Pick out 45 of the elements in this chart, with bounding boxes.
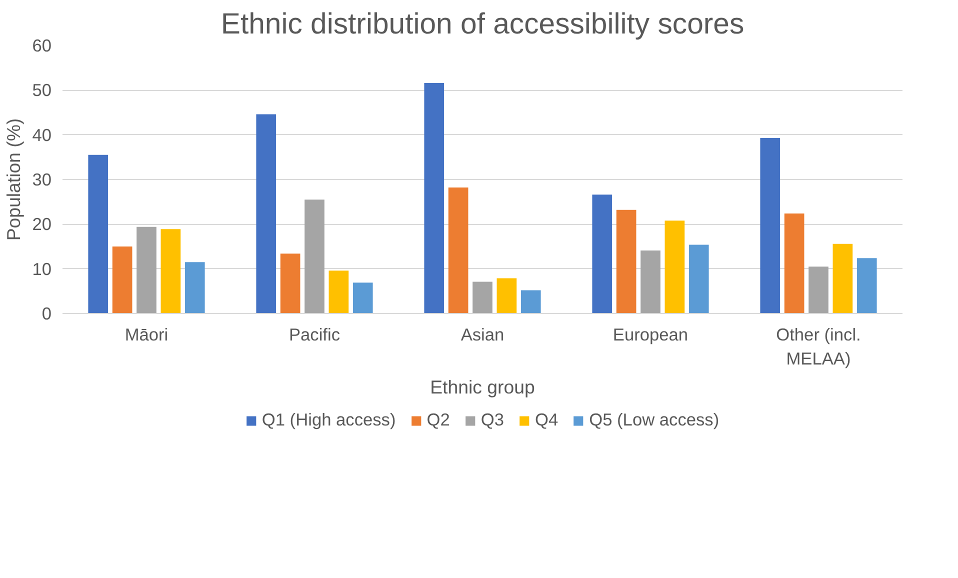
- y-tick-label: 30: [32, 170, 52, 190]
- bar: [640, 250, 660, 314]
- legend-label: Q1 (High access): [262, 410, 396, 430]
- bar: [112, 246, 132, 314]
- x-tick-label: Asian: [460, 324, 504, 344]
- y-tick-label: 10: [32, 258, 52, 279]
- legend-label: Q5 (Low access): [589, 410, 720, 430]
- bar: [472, 282, 492, 314]
- legend-label: Q3: [480, 410, 504, 430]
- bar: [784, 213, 804, 314]
- bar: [616, 210, 636, 314]
- bar: [184, 262, 205, 314]
- y-axis-title: Population (%): [3, 118, 24, 241]
- legend-label: Q4: [534, 410, 558, 430]
- bar: [448, 188, 468, 314]
- y-tick-label: 20: [32, 214, 52, 234]
- x-tick-label: Pacific: [288, 324, 340, 344]
- bar: [808, 266, 828, 314]
- y-tick-label: 60: [32, 36, 52, 56]
- bar: [856, 258, 877, 314]
- bar: [664, 220, 685, 314]
- bar: [160, 229, 181, 314]
- bar: [328, 270, 349, 314]
- bar: [592, 194, 612, 314]
- bar: [424, 83, 444, 314]
- bar: [88, 154, 108, 314]
- legend-label: Q2: [426, 410, 450, 430]
- y-tick-label: 0: [42, 304, 52, 324]
- chart-title: Ethnic distribution of accessibility scores: [220, 8, 744, 40]
- y-tick-label: 50: [32, 80, 52, 100]
- bar: [304, 200, 324, 314]
- x-axis-title: Ethnic group: [430, 376, 535, 398]
- bar: [136, 226, 156, 314]
- bar: [280, 254, 300, 314]
- x-tick-label: Māori: [124, 324, 168, 344]
- bar: [256, 114, 276, 314]
- bar: [352, 282, 373, 314]
- x-tick-label: Other (incl. MELAA): [776, 324, 861, 368]
- x-tick-label: European: [612, 324, 688, 344]
- bar: [760, 138, 780, 314]
- bar: [688, 244, 709, 314]
- bar: [520, 290, 541, 314]
- y-tick-label: 40: [32, 124, 52, 145]
- bar: [496, 278, 517, 314]
- bar: [832, 244, 853, 314]
